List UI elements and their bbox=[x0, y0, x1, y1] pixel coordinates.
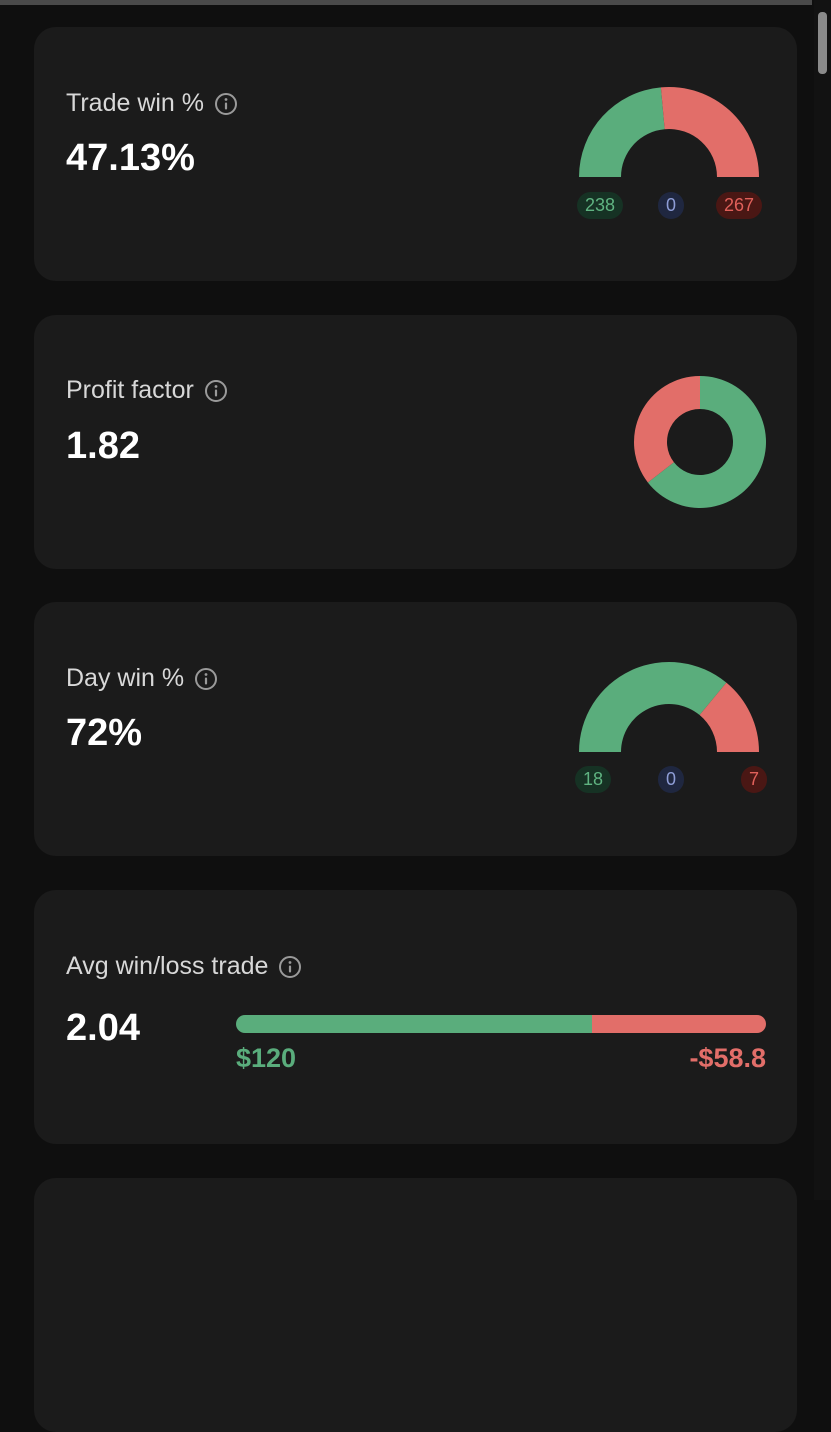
day-win-title-row: Day win % bbox=[66, 664, 218, 693]
day-win-value: 72% bbox=[66, 712, 143, 754]
avg-win-amount: $120 bbox=[236, 1043, 297, 1073]
day-breakeven-count-badge: 0 bbox=[658, 766, 685, 793]
profit-factor-title: Profit factor bbox=[66, 376, 194, 404]
avg-win-loss-title: Avg win/loss trade bbox=[66, 952, 269, 980]
avg-win-loss-value: 2.04 bbox=[66, 1007, 140, 1049]
trade-loss-count-badge: 267 bbox=[716, 192, 763, 219]
day-win-title: Day win % bbox=[66, 664, 185, 692]
top-divider bbox=[0, 0, 812, 5]
avg-win-loss-title-row: Avg win/loss trade bbox=[66, 952, 302, 981]
trade-win-title: Trade win % bbox=[66, 89, 205, 117]
avg-win-loss-card: Avg win/loss trade 2.04 $120 -$58.8 bbox=[34, 890, 797, 1144]
info-icon[interactable] bbox=[194, 667, 218, 691]
day-win-win-arc bbox=[579, 662, 727, 752]
next-card bbox=[34, 1178, 797, 1432]
trade-win-value: 47.13% bbox=[66, 137, 195, 179]
scrollbar[interactable] bbox=[814, 0, 831, 1200]
scrollbar-thumb[interactable] bbox=[818, 12, 827, 74]
trade-win-title-row: Trade win % bbox=[66, 89, 238, 118]
trade-win-loss-arc bbox=[660, 87, 759, 177]
profit-factor-card: Profit factor 1.82 bbox=[34, 315, 797, 569]
trade-breakeven-count-badge: 0 bbox=[658, 192, 685, 219]
trade-win-card: Trade win % 47.13% 238 0 267 bbox=[34, 27, 797, 281]
day-win-gauge bbox=[579, 662, 759, 752]
day-win-loss-arc bbox=[699, 682, 759, 752]
trade-win-count-badge: 238 bbox=[577, 192, 624, 219]
avg-win-loss-bar bbox=[236, 1015, 766, 1033]
profit-factor-loss-slice bbox=[634, 376, 700, 483]
day-loss-count-badge: 7 bbox=[741, 766, 768, 793]
day-win-card: Day win % 72% 18 0 7 bbox=[34, 602, 797, 856]
avg-win-bar-segment bbox=[236, 1015, 592, 1033]
profit-factor-title-row: Profit factor bbox=[66, 376, 228, 405]
avg-loss-amount: -$58.8 bbox=[689, 1043, 766, 1073]
info-icon[interactable] bbox=[278, 955, 302, 979]
day-win-count-badge: 18 bbox=[575, 766, 612, 793]
profit-factor-donut bbox=[634, 376, 766, 508]
avg-loss-bar-segment bbox=[591, 1015, 766, 1033]
info-icon[interactable] bbox=[204, 379, 228, 403]
info-icon[interactable] bbox=[214, 92, 238, 116]
trade-win-win-arc bbox=[579, 87, 665, 177]
profit-factor-value: 1.82 bbox=[66, 425, 140, 467]
profit-factor-profit-slice bbox=[647, 376, 766, 508]
trade-win-gauge bbox=[579, 87, 759, 177]
